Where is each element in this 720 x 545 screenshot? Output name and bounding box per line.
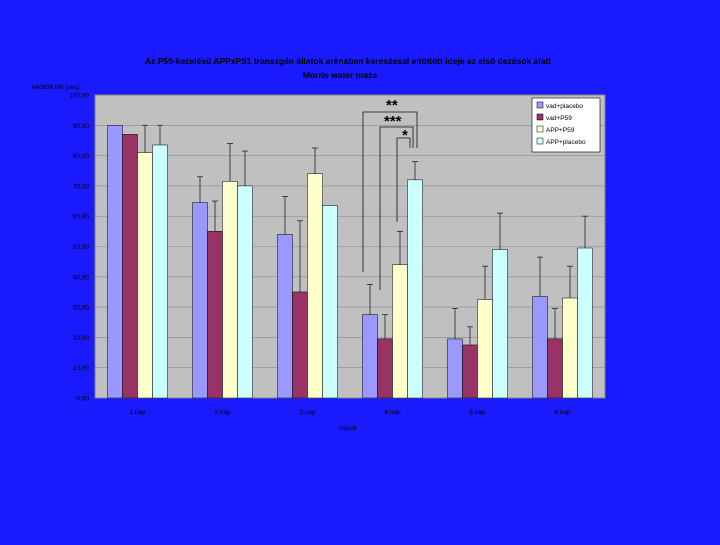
y-tick-label: 90,00 xyxy=(73,123,90,130)
legend: vad+placebo vad+P59 APP+P59 APP+placebo xyxy=(531,97,601,153)
y-tick-label: 10,00 xyxy=(73,365,90,372)
bar xyxy=(377,338,393,399)
bar xyxy=(107,125,123,399)
bar xyxy=(562,297,578,399)
bar xyxy=(477,299,493,399)
bar xyxy=(462,344,478,399)
legend-label: vad+placebo xyxy=(546,103,583,110)
bar xyxy=(237,185,253,399)
gridlines xyxy=(95,94,605,399)
annotation-single-star: * xyxy=(402,127,408,144)
legend-box xyxy=(531,97,601,153)
y-tick-label: 0,00 xyxy=(76,396,89,403)
bracket-single-star xyxy=(396,137,411,222)
chart-title: Az P59-kezelésű APPxPS1 transzgén állato… xyxy=(145,56,551,66)
bar xyxy=(492,249,508,399)
y-tick-label: 100,00 xyxy=(69,93,89,100)
bar xyxy=(322,205,338,399)
bar xyxy=(307,173,323,399)
legend-swatch xyxy=(536,137,544,145)
chart-subtitle: Morris water maze xyxy=(303,70,377,80)
y-tick-label: 60,00 xyxy=(73,214,90,221)
x-tick-label: 2.nap xyxy=(214,409,231,416)
y-axis-ticks: 0,00 10,00 20,00 30,00 40,00 50,00 60,00 70,00 8… xyxy=(69,93,89,403)
annotation-double-star: ** xyxy=(386,97,398,114)
legend-swatch xyxy=(536,101,544,109)
legend-swatch xyxy=(536,113,544,121)
y-tick-label: 20,00 xyxy=(73,335,90,342)
bar xyxy=(122,134,138,399)
x-tick-label: 1.nap xyxy=(129,409,146,416)
error-bars xyxy=(142,124,588,345)
bar xyxy=(137,152,153,399)
bar xyxy=(392,264,408,399)
bracket-triple-star xyxy=(379,126,414,290)
bar xyxy=(532,296,548,399)
legend-label: APP+P59 xyxy=(546,127,575,134)
y-tick-label: 70,00 xyxy=(73,183,90,190)
bar xyxy=(152,144,168,399)
x-tick-label: 4.nap xyxy=(384,409,401,416)
bar xyxy=(447,338,463,399)
y-axis-label: eltöltött idő (sec) xyxy=(32,84,80,91)
bar xyxy=(207,231,223,399)
bracket-double-star xyxy=(362,111,418,272)
legend-label: APP+placebo xyxy=(546,139,586,146)
x-axis-label: napok xyxy=(339,425,357,432)
bar xyxy=(577,247,593,399)
y-tick-label: 40,00 xyxy=(73,274,90,281)
y-tick-label: 50,00 xyxy=(73,244,90,251)
x-axis-ticks: 1.nap 2.nap 3.nap 4.nap 5.nap 6.nap xyxy=(129,409,571,416)
x-tick-label: 6.nap xyxy=(554,409,571,416)
bar xyxy=(222,181,238,399)
legend-label: vad+P59 xyxy=(546,115,572,122)
bar xyxy=(362,314,378,399)
bar xyxy=(407,179,423,399)
y-tick-label: 80,00 xyxy=(73,153,90,160)
bar xyxy=(192,202,208,399)
significance-brackets xyxy=(362,111,418,290)
legend-swatch xyxy=(536,125,544,133)
bars xyxy=(107,125,593,399)
bar xyxy=(277,234,293,399)
annotation-triple-star: *** xyxy=(384,113,402,130)
x-tick-label: 3.nap xyxy=(299,409,316,416)
x-tick-label: 5.nap xyxy=(469,409,486,416)
bar xyxy=(292,291,308,399)
bar xyxy=(547,338,563,399)
y-tick-label: 30,00 xyxy=(73,305,90,312)
